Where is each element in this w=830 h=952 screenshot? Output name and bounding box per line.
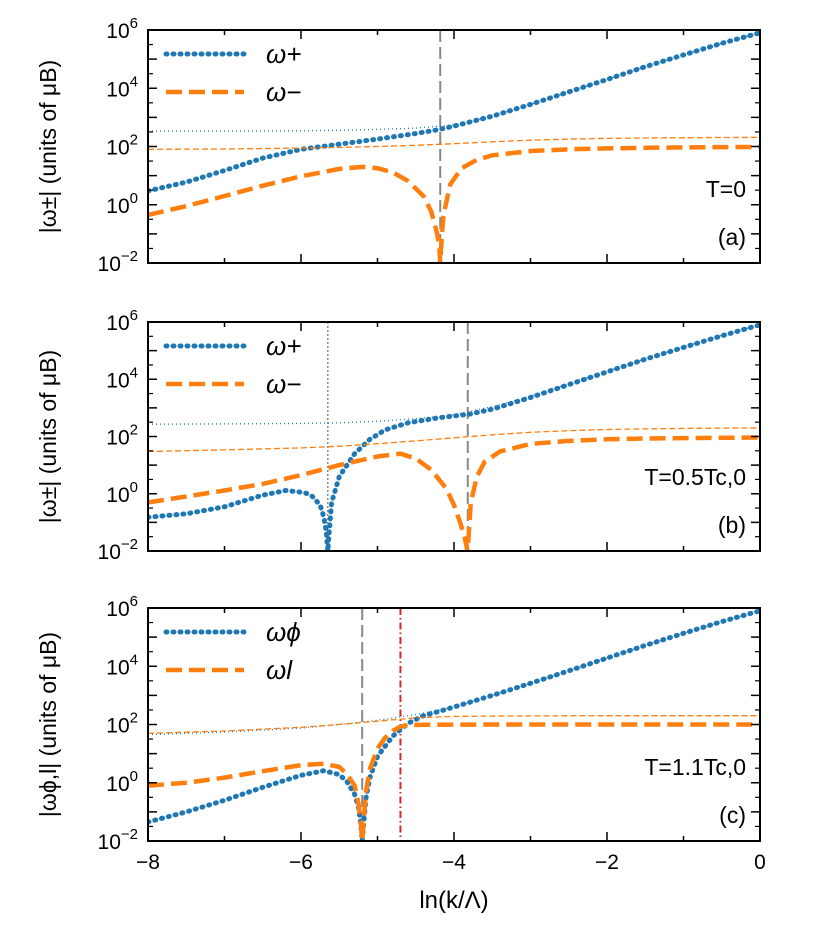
ytick-label-base: 10 [106,312,129,335]
ytick-label-exponent: 6 [130,593,138,610]
ytick-label-base: 10 [106,484,129,507]
ylabel-a: |ω±| (units of μB) [35,60,61,233]
series-line-b-3 [148,427,760,453]
panel-frame-b [147,321,761,552]
ytick-label: 104 [106,651,138,679]
series-line-a-0 [148,30,760,194]
ytick-label: 100 [106,479,138,507]
ytick-label-exponent: 0 [130,190,138,207]
ytick-label-base: 10 [106,598,129,621]
series-line-a-2 [148,144,760,263]
ytick-label-exponent: −2 [121,826,138,843]
ytick-label-base: 10 [106,656,129,679]
panel-label-b: (b) [718,512,746,538]
legend-label-b-0: ω+ [266,331,301,361]
series-line-b-2 [148,435,760,551]
legend-label-c-0: ωϕ [266,617,301,647]
ytick-label: 106 [106,15,138,43]
ytick-label-base: 10 [98,831,121,854]
panel-label-c: (c) [719,802,746,828]
series-line-c-2 [148,722,760,841]
ytick-label: 10−2 [98,536,138,564]
xtick-label: −8 [136,851,160,874]
ytick-label-exponent: 4 [130,73,138,90]
legend-label-a-1: ω− [266,77,301,107]
series-line-c-3 [148,715,760,734]
ytick-label-base: 10 [106,20,129,43]
ytick-label: 104 [106,73,138,101]
ytick-label-base: 10 [106,773,129,796]
ytick-label: 10−2 [98,248,138,276]
ytick-label-exponent: 2 [130,422,138,439]
ytick-label-exponent: 6 [130,307,138,324]
ytick-label-base: 10 [98,541,121,564]
ytick-label-base: 10 [106,369,129,392]
ytick-label: 104 [106,364,138,392]
series-line-a-1 [148,32,760,132]
x-axis-label: ln(k/Λ) [419,887,488,914]
ytick-label-exponent: 0 [130,768,138,785]
ylabel-c: |ωϕ,l| (units of μB) [35,632,61,817]
ytick-label-base: 10 [106,195,129,218]
ytick-label-base: 10 [106,427,129,450]
legend-label-b-1: ω− [266,369,301,399]
ytick-label-exponent: −2 [121,248,138,265]
ytick-label: 102 [106,710,138,738]
ytick-label-exponent: 0 [130,479,138,496]
series-group-a [148,30,760,263]
xtick-label: −4 [442,851,466,874]
panel-label-a: (a) [718,224,746,250]
series-group-c [148,608,760,841]
ytick-label-exponent: −2 [121,536,138,553]
legend-label-a-0: ω+ [266,39,301,69]
temperature-label-c: T=1.1Tc,0 [644,754,746,780]
ytick-label-base: 10 [106,715,129,738]
temperature-label-a: T=0 [706,176,746,202]
ytick-label-base: 10 [98,253,121,276]
ylabel-b: |ω±| (units of μB) [35,350,61,523]
xtick-label: 0 [754,851,766,874]
ytick-label-exponent: 4 [130,651,138,668]
legend-label-c-1: ωl [266,655,293,685]
ytick-label: 10−2 [98,826,138,854]
ytick-label: 106 [106,593,138,621]
series-line-b-0 [148,322,760,551]
series-line-b-1 [148,324,760,425]
series-group-b [148,322,760,551]
ytick-label-exponent: 2 [130,132,138,149]
ytick-label-exponent: 6 [130,15,138,32]
xtick-label: −2 [595,851,619,874]
ytick-label: 100 [106,190,138,218]
ytick-label-exponent: 4 [130,364,138,381]
series-line-a-3 [148,136,760,150]
temperature-label-b: T=0.5Tc,0 [644,464,746,490]
ytick-label: 106 [106,307,138,335]
ytick-label-base: 10 [106,78,129,101]
ytick-label-base: 10 [106,137,129,160]
ytick-label-exponent: 2 [130,710,138,727]
ytick-label: 100 [106,768,138,796]
ytick-label: 102 [106,422,138,450]
xtick-label: −6 [289,851,313,874]
ytick-label: 102 [106,132,138,160]
